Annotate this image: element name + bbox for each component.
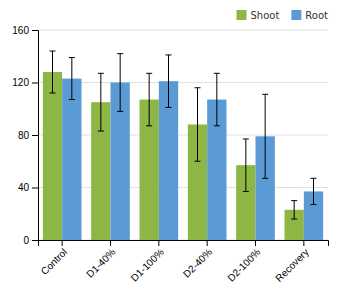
tick: D2-100% xyxy=(225,240,262,284)
tick-label: 80 xyxy=(18,130,30,141)
tick: 80 xyxy=(18,130,38,141)
tick-mark xyxy=(32,135,38,136)
tick-label: 40 xyxy=(18,182,30,193)
bar xyxy=(62,79,81,240)
tick-label: D1-100% xyxy=(129,246,166,283)
tick: Control xyxy=(39,240,70,277)
plot: 0 40 80 120 160 Control D1-40% D1-100% D2-40% D2-… xyxy=(12,25,328,284)
legend-label: Root xyxy=(305,10,328,21)
series xyxy=(43,51,304,240)
tick: D2-40% xyxy=(181,240,214,280)
axis-line xyxy=(32,31,39,241)
tick-mark xyxy=(110,240,111,246)
tick-mark xyxy=(158,240,159,246)
tick: 0 xyxy=(23,235,38,246)
tick-mark xyxy=(32,83,38,84)
error-bar xyxy=(214,73,220,126)
legend-label: Shoot xyxy=(251,10,280,21)
tick-mark xyxy=(32,30,38,31)
tick-mark xyxy=(303,240,304,246)
tick-label: D2-40% xyxy=(181,246,214,279)
tick-label: 160 xyxy=(12,25,29,36)
tick-mark xyxy=(255,240,256,246)
series xyxy=(62,54,323,240)
error-bar xyxy=(146,73,152,126)
legend-item: Shoot xyxy=(237,10,280,21)
tick-label: Recovery xyxy=(273,246,311,284)
tick: D1-40% xyxy=(84,240,117,280)
tick: 160 xyxy=(12,25,38,36)
tick: Recovery xyxy=(273,240,311,284)
tick: D1-100% xyxy=(129,240,166,284)
tick-label: 0 xyxy=(23,235,29,246)
tick-mark xyxy=(62,240,63,246)
tick-label: 120 xyxy=(12,77,29,88)
error-bar xyxy=(195,88,201,162)
error-bar xyxy=(262,94,268,178)
axis-line xyxy=(39,241,329,247)
tick: 120 xyxy=(12,77,38,88)
error-bar xyxy=(291,201,297,219)
x-axis: Control D1-40% D1-100% D2-40% D2-100% Recover… xyxy=(39,240,329,284)
y-axis: 0 40 80 120 160 xyxy=(12,25,38,246)
tick-mark xyxy=(32,240,38,241)
error-bar xyxy=(50,51,56,93)
tick-label: D1-40% xyxy=(84,246,117,279)
error-bar xyxy=(98,73,104,131)
grid xyxy=(38,30,328,240)
legend-swatch xyxy=(291,10,301,20)
legend-swatch xyxy=(237,10,247,20)
tick-mark xyxy=(207,240,208,246)
error-bar xyxy=(166,55,172,108)
error-bar xyxy=(311,178,317,204)
marks xyxy=(43,51,323,240)
error-bar xyxy=(69,58,75,100)
tick-label: D2-100% xyxy=(225,246,262,283)
legend-item: Root xyxy=(291,10,328,21)
error-bar xyxy=(117,54,123,112)
tick-label: Control xyxy=(39,246,70,277)
tick-mark xyxy=(32,188,38,189)
tick: 40 xyxy=(18,182,38,193)
legend: Shoot Root xyxy=(237,10,329,21)
error-bar xyxy=(243,139,249,192)
grid-line xyxy=(38,30,328,31)
chart: 0 40 80 120 160 Control D1-40% D1-100% D2-40% D2-… xyxy=(0,0,340,302)
bar xyxy=(43,72,62,240)
